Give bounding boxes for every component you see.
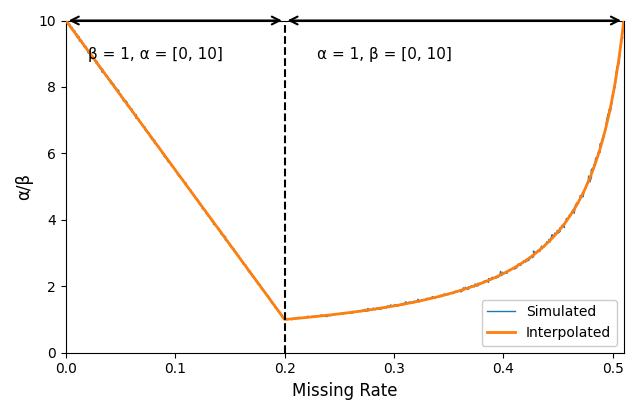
- Simulated: [457, 290, 465, 295]
- Interpolated: [336, 311, 344, 316]
- Simulated: [336, 312, 344, 317]
- Legend: Simulated, Interpolated: Simulated, Interpolated: [481, 300, 617, 346]
- Line: Interpolated: Interpolated: [66, 20, 624, 320]
- Simulated: [354, 308, 362, 313]
- Simulated: [289, 317, 296, 322]
- Interpolated: [354, 309, 362, 314]
- Y-axis label: α/β: α/β: [15, 173, 33, 200]
- Interpolated: [457, 288, 465, 293]
- Interpolated: [89, 55, 97, 60]
- Simulated: [526, 255, 534, 260]
- Interpolated: [374, 306, 382, 311]
- Simulated: [61, 17, 69, 22]
- Text: β = 1, α = [0, 10]: β = 1, α = [0, 10]: [88, 47, 223, 62]
- Interpolated: [620, 18, 628, 23]
- Simulated: [374, 307, 382, 312]
- Interpolated: [527, 255, 534, 260]
- Simulated: [620, 15, 627, 20]
- Interpolated: [62, 18, 70, 23]
- X-axis label: Missing Rate: Missing Rate: [292, 382, 397, 400]
- Interpolated: [281, 317, 289, 322]
- Line: Simulated: Simulated: [65, 18, 623, 320]
- Text: α = 1, β = [0, 10]: α = 1, β = [0, 10]: [317, 47, 452, 62]
- Simulated: [89, 55, 97, 60]
